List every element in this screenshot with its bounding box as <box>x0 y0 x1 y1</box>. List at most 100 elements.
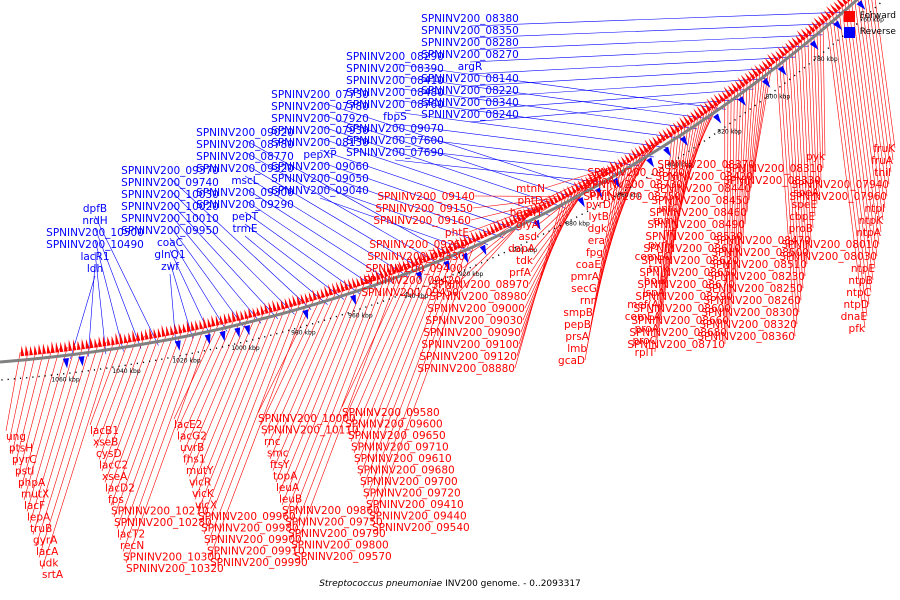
forward-leader-line <box>813 26 820 193</box>
forward-gene-label: SPNINV200_09100 <box>421 339 519 351</box>
forward-gene-label: SPNINV200_09410 <box>366 499 464 511</box>
forward-gene <box>519 210 526 220</box>
forward-leader-line <box>520 188 575 333</box>
forward-gene-label: SPNINV200_09610 <box>354 453 452 465</box>
reverse-swatch <box>843 26 855 38</box>
forward-gene-label: coaE <box>576 259 601 271</box>
forward-gene <box>64 341 68 352</box>
reverse-gene-label: SPNINV200_07920 <box>271 113 369 125</box>
forward-gene-label: SPNINV200_09860 <box>282 505 380 517</box>
forward-leader-line <box>179 317 236 443</box>
forward-leader-line <box>350 256 430 442</box>
forward-gene-label: SPNINV200_09800 <box>291 540 389 552</box>
forward-gene-label: ntpD <box>843 299 869 311</box>
reverse-leader-line <box>394 63 726 110</box>
forward-gene <box>580 177 588 188</box>
forward-leader-line <box>281 277 374 506</box>
reverse-gene-label: ldh <box>87 263 103 275</box>
forward-leader-line <box>20 348 60 489</box>
reverse-leader-line <box>244 235 328 305</box>
kbp-tick-label: 1040 kbp <box>112 368 140 375</box>
forward-gene <box>508 216 515 226</box>
forward-gene-label: SPNINV200_08980 <box>429 291 527 303</box>
forward-leader-line <box>8 351 29 443</box>
forward-leader-line <box>92 338 130 437</box>
forward-gene-label: SPNINV200_09000 <box>427 303 525 315</box>
reverse-gene-label: SPNINV200_08760 <box>346 99 444 111</box>
kbp-tick-label: 900 kbp <box>513 247 538 254</box>
forward-gene-label: SPNINV200_08620 <box>641 255 739 267</box>
forward-gene-label: SPNINV200_09600 <box>345 419 443 431</box>
forward-gene-label: SPNINV200_08310 <box>725 163 823 175</box>
forward-leader-line <box>838 5 874 281</box>
reverse-leader-line <box>469 34 823 51</box>
forward-gene <box>46 344 51 354</box>
forward-leader-line <box>598 149 643 277</box>
forward-gene-label: asd <box>518 231 537 243</box>
forward-gene-label: vicR <box>189 477 211 489</box>
forward-gene <box>94 338 98 348</box>
forward-gene-label: lacA <box>36 546 59 558</box>
forward-gene <box>448 242 454 252</box>
forward-gene-label: lmb <box>567 343 587 355</box>
kbp-tick-label: 860 kbp <box>617 192 642 199</box>
reverse-gene-label: SPNINV200_09040 <box>271 185 369 197</box>
forward-gene <box>666 127 674 138</box>
forward-gene <box>795 35 803 44</box>
kbp-tick-label: 760 kbp <box>859 17 884 24</box>
reverse-gene-label: mscL <box>231 175 258 187</box>
forward-gene-label: glyA <box>516 219 540 231</box>
forward-gene <box>288 296 294 308</box>
reverse-leader-line <box>469 56 796 75</box>
forward-gene <box>785 42 793 52</box>
forward-gene <box>308 291 314 302</box>
forward-gene-label: SPNINV200_08670 <box>637 279 735 291</box>
forward-gene-label: SPNINV200_09450 <box>361 287 459 299</box>
reverse-gene-label: SPNINV200_09320 <box>196 163 294 175</box>
forward-gene <box>248 307 253 318</box>
forward-gene-label: SPNINV200_09120 <box>419 351 517 363</box>
forward-gene-label: dgk <box>588 223 608 235</box>
forward-leader-line <box>5 352 21 432</box>
forward-leader-line <box>17 348 52 478</box>
forward-gene <box>260 304 265 315</box>
forward-gene-label: mutX <box>21 489 49 501</box>
reverse-leader-line <box>469 99 740 123</box>
forward-leader-line <box>791 44 806 277</box>
reverse-gene-label: SPNINV200_08220 <box>421 85 519 97</box>
forward-leader-line <box>26 346 76 512</box>
forward-gene <box>252 307 257 317</box>
forward-gene <box>717 92 726 103</box>
reverse-gene <box>302 309 309 320</box>
forward-gene <box>284 297 290 309</box>
forward-gene-label: prfA <box>509 267 532 279</box>
kbp-tick-label: 920 kbp <box>459 271 484 278</box>
forward-gene-label: SPNINV200_09580 <box>342 407 440 419</box>
forward-gene-label: SPNINV200_09990 <box>210 557 308 569</box>
forward-gene-label: proC <box>632 335 657 347</box>
forward-gene <box>606 164 613 174</box>
forward-gene <box>343 279 349 291</box>
forward-leader-line <box>200 303 287 523</box>
forward-gene <box>219 314 224 325</box>
forward-gene <box>573 181 581 192</box>
forward-gene <box>591 171 599 182</box>
forward-leader-line <box>347 258 423 431</box>
reverse-gene-label: pepT <box>232 211 259 223</box>
forward-leader-line <box>368 239 471 511</box>
forward-gene-label: smc <box>267 448 289 460</box>
forward-gene-label: SPNINV200_08680 <box>629 327 727 339</box>
forward-gene <box>492 221 500 233</box>
forward-gene-label: pyk <box>806 151 826 163</box>
forward-leader-line <box>854 0 884 221</box>
forward-gene <box>356 277 361 287</box>
forward-gene <box>178 323 183 334</box>
reverse-leader-line <box>244 211 361 295</box>
forward-gene <box>280 299 285 310</box>
forward-leader-line <box>668 115 696 269</box>
reverse-gene-label: argR <box>458 61 483 73</box>
reverse-gene <box>78 356 85 367</box>
forward-gene <box>161 324 166 337</box>
forward-gene <box>166 325 170 336</box>
kbp-tick-label: 980 kbp <box>291 330 316 337</box>
